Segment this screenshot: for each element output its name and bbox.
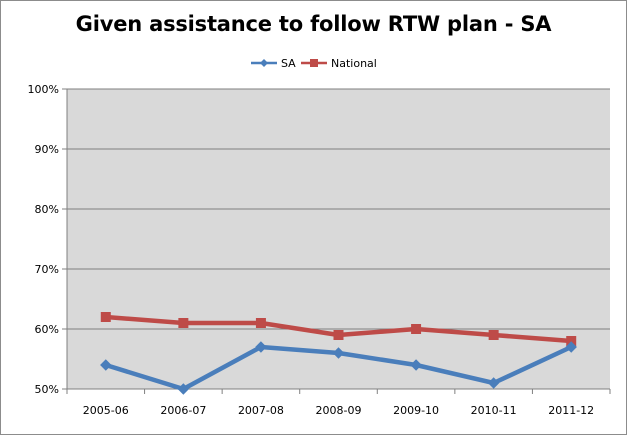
legend-label-national: National	[331, 57, 377, 70]
y-tick-label: 90%	[35, 143, 59, 156]
data-point-national	[411, 324, 422, 334]
x-tick-label: 2010-11	[471, 404, 517, 417]
data-point-sa	[332, 347, 345, 359]
legend-marker-national	[310, 59, 318, 67]
y-tick-label: 80%	[35, 203, 59, 216]
x-tick-label: 2009-10	[393, 404, 439, 417]
y-tick-label: 60%	[35, 323, 59, 336]
y-tick-label: 100%	[28, 83, 59, 96]
data-point-national	[488, 330, 499, 340]
legend-item-sa: SA	[251, 57, 296, 70]
plot-area	[67, 89, 610, 389]
series-national	[100, 312, 577, 346]
data-point-sa	[487, 377, 500, 389]
data-point-national	[566, 336, 577, 346]
y-tick-label: 50%	[35, 383, 59, 396]
data-point-national	[100, 312, 111, 322]
x-tick-label: 2006-07	[160, 404, 206, 417]
series-sa	[100, 341, 577, 395]
data-point-national	[255, 318, 266, 328]
data-point-national	[178, 318, 189, 328]
data-point-national	[333, 330, 344, 340]
data-point-sa	[100, 359, 112, 371]
data-point-sa	[255, 341, 267, 353]
x-tick-label: 2007-08	[238, 404, 284, 417]
data-point-sa	[177, 383, 190, 395]
legend-item-national: National	[301, 57, 377, 70]
x-tick-label: 2005-06	[83, 404, 129, 417]
data-point-sa	[410, 359, 422, 371]
data-point-sa	[565, 341, 577, 353]
legend-label-sa: SA	[281, 57, 296, 70]
x-tick-label: 2008-09	[316, 404, 362, 417]
legend-marker-sa	[260, 59, 268, 67]
y-tick-label: 70%	[35, 263, 59, 276]
chart-title: Given assistance to follow RTW plan - SA	[75, 12, 552, 36]
x-tick-label: 2011-12	[548, 404, 594, 417]
